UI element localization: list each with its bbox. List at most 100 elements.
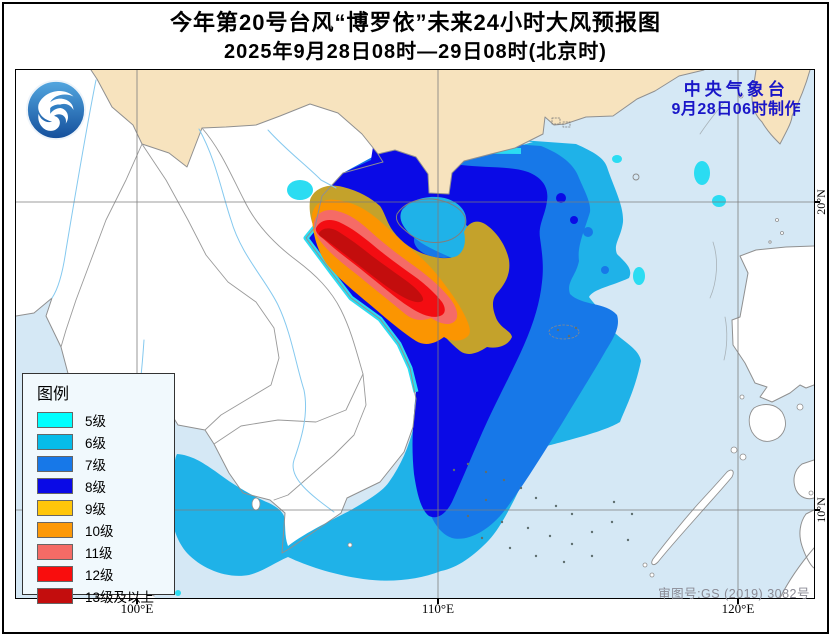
title-line2: 2025年9月28日08时—29日08时(北京时) bbox=[224, 41, 607, 63]
legend-label-7: 7级 bbox=[85, 458, 107, 473]
wind-level8-patch bbox=[570, 216, 578, 224]
agency-credit: 中央气象台 9月28日06时制作 bbox=[672, 80, 802, 120]
border-laos-thailand bbox=[141, 143, 280, 431]
agency-issue-time: 9月28日06时制作 bbox=[671, 101, 801, 118]
legend-swatch-6 bbox=[37, 434, 73, 450]
legend-swatch-13 bbox=[37, 588, 73, 604]
legend-row: 7级 bbox=[37, 453, 174, 475]
legend-swatch-8 bbox=[37, 478, 73, 494]
legend-row: 13级及以上 bbox=[37, 585, 174, 607]
x-axis-label-120e: 120°E bbox=[721, 601, 755, 616]
spratly-specks bbox=[452, 326, 634, 564]
legend-swatch-11 bbox=[37, 544, 73, 560]
paracel-islands bbox=[548, 324, 580, 340]
wind-level7-patch bbox=[601, 266, 609, 274]
legend-title: 图例 bbox=[37, 386, 70, 403]
small-islands bbox=[251, 93, 814, 578]
cma-logo-icon bbox=[25, 79, 87, 141]
coastline-borneo bbox=[779, 547, 814, 598]
legend-row: 9级 bbox=[37, 497, 174, 519]
coastline-luzon bbox=[731, 245, 814, 403]
wind-level5-patch bbox=[712, 195, 726, 207]
legend-row: 12级 bbox=[37, 563, 174, 585]
coastline-negros bbox=[799, 509, 814, 569]
agency-name: 中央气象台 bbox=[683, 80, 789, 99]
land-china bbox=[91, 70, 704, 194]
y-axis-label-10n: 10°N bbox=[814, 497, 828, 523]
wind-level5-patch bbox=[694, 161, 710, 185]
wind-level6-bay bbox=[400, 196, 480, 261]
wind-level5-patch bbox=[287, 180, 313, 200]
wind-field bbox=[152, 128, 726, 596]
border-myanmar-thailand bbox=[60, 143, 143, 348]
island bbox=[730, 446, 738, 454]
island bbox=[347, 542, 353, 548]
legend-label-6: 6级 bbox=[85, 436, 107, 451]
legend-label-10: 10级 bbox=[85, 524, 114, 539]
island-phuquoc bbox=[251, 497, 261, 511]
x-tick bbox=[437, 599, 439, 604]
title-line1: 今年第20号台风“博罗依”未来24小时大风预报图 bbox=[170, 10, 661, 35]
x-tick bbox=[737, 599, 739, 604]
legend-row: 11级 bbox=[37, 541, 174, 563]
land-luzon bbox=[732, 246, 814, 402]
x-axis-label-110e: 110°E bbox=[421, 601, 455, 616]
coastline-taiwan bbox=[751, 70, 811, 145]
sar-dashed-box bbox=[562, 121, 571, 128]
wind-level5-patch bbox=[175, 590, 181, 596]
island bbox=[775, 218, 779, 222]
border-vietnam-cambodia bbox=[273, 373, 367, 501]
river-mekong bbox=[198, 128, 335, 513]
island bbox=[780, 231, 784, 235]
legend-label-13: 13级及以上 bbox=[85, 590, 155, 605]
map-approval-number: 审图号:GS (2019) 3082号 bbox=[658, 587, 810, 601]
river-salween bbox=[51, 79, 97, 299]
river-red bbox=[267, 129, 337, 189]
wind-level5-patch bbox=[612, 155, 622, 163]
land-taiwan bbox=[752, 70, 810, 144]
contour-line bbox=[699, 100, 726, 135]
y-axis-label-20n: 20°N bbox=[814, 189, 828, 215]
legend-swatch-9 bbox=[37, 500, 73, 516]
x-axis-label-100e: 100°E bbox=[120, 601, 154, 616]
island bbox=[768, 240, 772, 244]
border-vietnam-laos bbox=[201, 127, 364, 375]
wind-level7-patch bbox=[583, 227, 593, 237]
island bbox=[808, 490, 814, 496]
contour-line bbox=[723, 316, 728, 361]
island bbox=[796, 403, 804, 411]
legend-row: 5级 bbox=[37, 409, 174, 431]
page-title: 今年第20号台风“博罗依”未来24小时大风预报图 2025年9月28日08时—2… bbox=[0, 8, 831, 66]
island bbox=[739, 453, 747, 461]
y-tick bbox=[815, 509, 820, 511]
coastline-hainan bbox=[395, 198, 466, 243]
wind-level8-patch bbox=[556, 193, 566, 203]
legend-row: 8级 bbox=[37, 475, 174, 497]
contour-line bbox=[709, 241, 717, 299]
land-mindoro bbox=[748, 404, 786, 442]
legend-row: 10级 bbox=[37, 519, 174, 541]
dongsha-atoll bbox=[632, 173, 640, 181]
legend-swatch-10 bbox=[37, 522, 73, 538]
legend-label-8: 8级 bbox=[85, 480, 107, 495]
island bbox=[739, 394, 745, 400]
wind-level13-area bbox=[318, 228, 424, 303]
wind-level5-patch bbox=[633, 267, 645, 285]
legend-row: 6级 bbox=[37, 431, 174, 453]
land-panay bbox=[794, 460, 814, 499]
x-tick bbox=[136, 599, 138, 604]
legend-label-9: 9级 bbox=[85, 502, 107, 517]
y-tick bbox=[815, 201, 820, 203]
coastline-panay bbox=[793, 459, 814, 500]
island-penghu bbox=[738, 93, 744, 99]
legend-swatch-7 bbox=[37, 456, 73, 472]
legend: 图例 5级 6级 7级 8级 9级 10级 11级 12级 13级及以上 bbox=[22, 373, 175, 605]
legend-label-5: 5级 bbox=[85, 414, 107, 429]
border-thailand-cambodia bbox=[213, 373, 364, 445]
island bbox=[642, 562, 648, 568]
land-palawan bbox=[651, 469, 734, 566]
legend-swatch-12 bbox=[37, 566, 73, 582]
legend-label-12: 12级 bbox=[85, 568, 114, 583]
coastline-china bbox=[377, 70, 705, 195]
island bbox=[649, 572, 655, 578]
